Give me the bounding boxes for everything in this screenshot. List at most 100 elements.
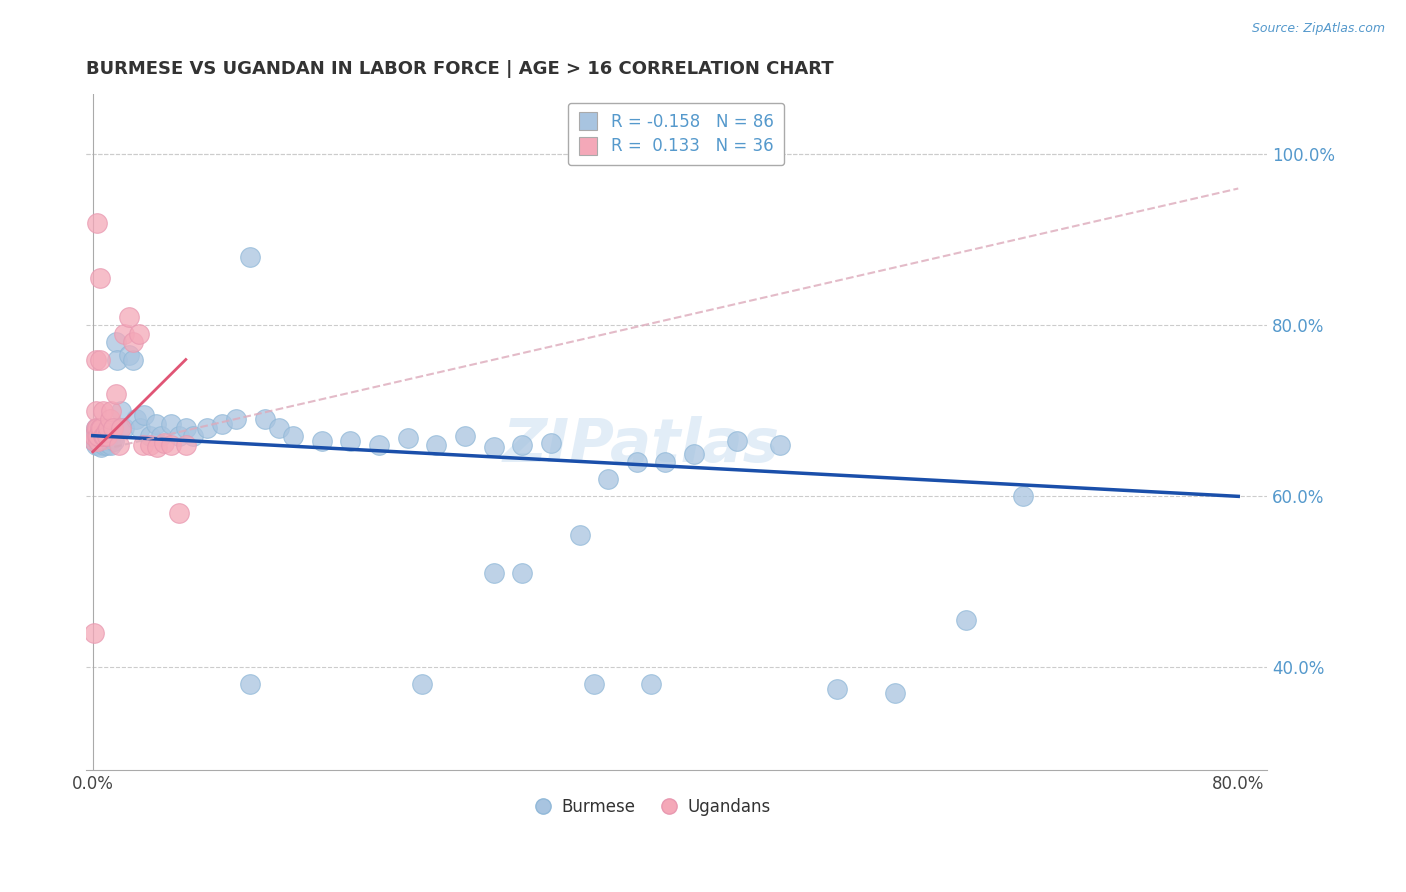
Point <box>121 335 143 350</box>
Point <box>167 429 190 443</box>
Point <box>104 335 127 350</box>
Point <box>93 434 115 448</box>
Point <box>139 429 162 443</box>
Point <box>160 417 183 431</box>
Point <box>110 404 132 418</box>
Point <box>598 472 620 486</box>
Point <box>510 438 533 452</box>
Point <box>90 431 112 445</box>
Point <box>101 431 124 445</box>
Point <box>117 310 139 324</box>
Point <box>425 438 447 452</box>
Point <box>134 408 156 422</box>
Point <box>83 431 105 445</box>
Point <box>454 429 477 443</box>
Text: BURMESE VS UGANDAN IN LABOR FORCE | AGE > 16 CORRELATION CHART: BURMESE VS UGANDAN IN LABOR FORCE | AGE … <box>86 60 834 78</box>
Text: Source: ZipAtlas.com: Source: ZipAtlas.com <box>1251 22 1385 36</box>
Point <box>96 438 118 452</box>
Point <box>132 438 155 452</box>
Point <box>83 434 105 448</box>
Point <box>89 434 111 448</box>
Point <box>91 429 114 443</box>
Point <box>510 566 533 581</box>
Point <box>84 421 107 435</box>
Point <box>174 438 197 452</box>
Point <box>146 440 169 454</box>
Point <box>96 429 118 443</box>
Point <box>91 427 114 442</box>
Point <box>112 421 135 435</box>
Point <box>97 431 120 445</box>
Point <box>94 436 117 450</box>
Point <box>883 686 905 700</box>
Point <box>84 429 107 443</box>
Point <box>98 412 121 426</box>
Point <box>87 429 110 443</box>
Point <box>84 352 107 367</box>
Point <box>89 352 111 367</box>
Point <box>93 438 115 452</box>
Point <box>83 434 105 448</box>
Point <box>339 434 361 448</box>
Point <box>100 438 122 452</box>
Point <box>582 677 605 691</box>
Point <box>105 352 128 367</box>
Point <box>239 677 262 691</box>
Point <box>117 348 139 362</box>
Point <box>86 429 108 443</box>
Point <box>110 421 132 435</box>
Point <box>97 436 120 450</box>
Point <box>90 421 112 435</box>
Point <box>90 440 112 454</box>
Point <box>153 436 176 450</box>
Point <box>101 421 124 435</box>
Point <box>145 417 167 431</box>
Point <box>87 436 110 450</box>
Point <box>83 626 105 640</box>
Point <box>91 431 114 445</box>
Point <box>89 431 111 445</box>
Point <box>160 438 183 452</box>
Point <box>91 434 114 448</box>
Point <box>769 438 792 452</box>
Point <box>112 326 135 341</box>
Point <box>174 421 197 435</box>
Point <box>955 613 977 627</box>
Point <box>181 429 204 443</box>
Point <box>84 421 107 435</box>
Point <box>654 455 676 469</box>
Point <box>125 412 148 426</box>
Point <box>86 421 108 435</box>
Point <box>482 440 505 454</box>
Point <box>100 404 122 418</box>
Point <box>626 455 648 469</box>
Point <box>98 434 121 448</box>
Point <box>89 429 111 443</box>
Point <box>129 421 152 435</box>
Point <box>139 438 162 452</box>
Point <box>86 434 108 448</box>
Point <box>96 434 118 448</box>
Point <box>89 438 111 452</box>
Point <box>827 681 849 696</box>
Point <box>1012 489 1035 503</box>
Legend: Burmese, Ugandans: Burmese, Ugandans <box>529 791 778 822</box>
Point <box>267 421 290 435</box>
Point <box>540 436 562 450</box>
Point <box>121 352 143 367</box>
Point <box>239 250 262 264</box>
Point <box>640 677 662 691</box>
Point <box>368 438 391 452</box>
Point <box>83 427 105 442</box>
Point <box>411 677 433 691</box>
Point <box>568 528 591 542</box>
Point <box>86 216 108 230</box>
Point <box>94 431 117 445</box>
Point <box>93 429 115 443</box>
Point <box>167 507 190 521</box>
Point <box>683 447 706 461</box>
Point <box>253 412 276 426</box>
Point <box>90 436 112 450</box>
Point <box>94 425 117 440</box>
Point <box>283 429 305 443</box>
